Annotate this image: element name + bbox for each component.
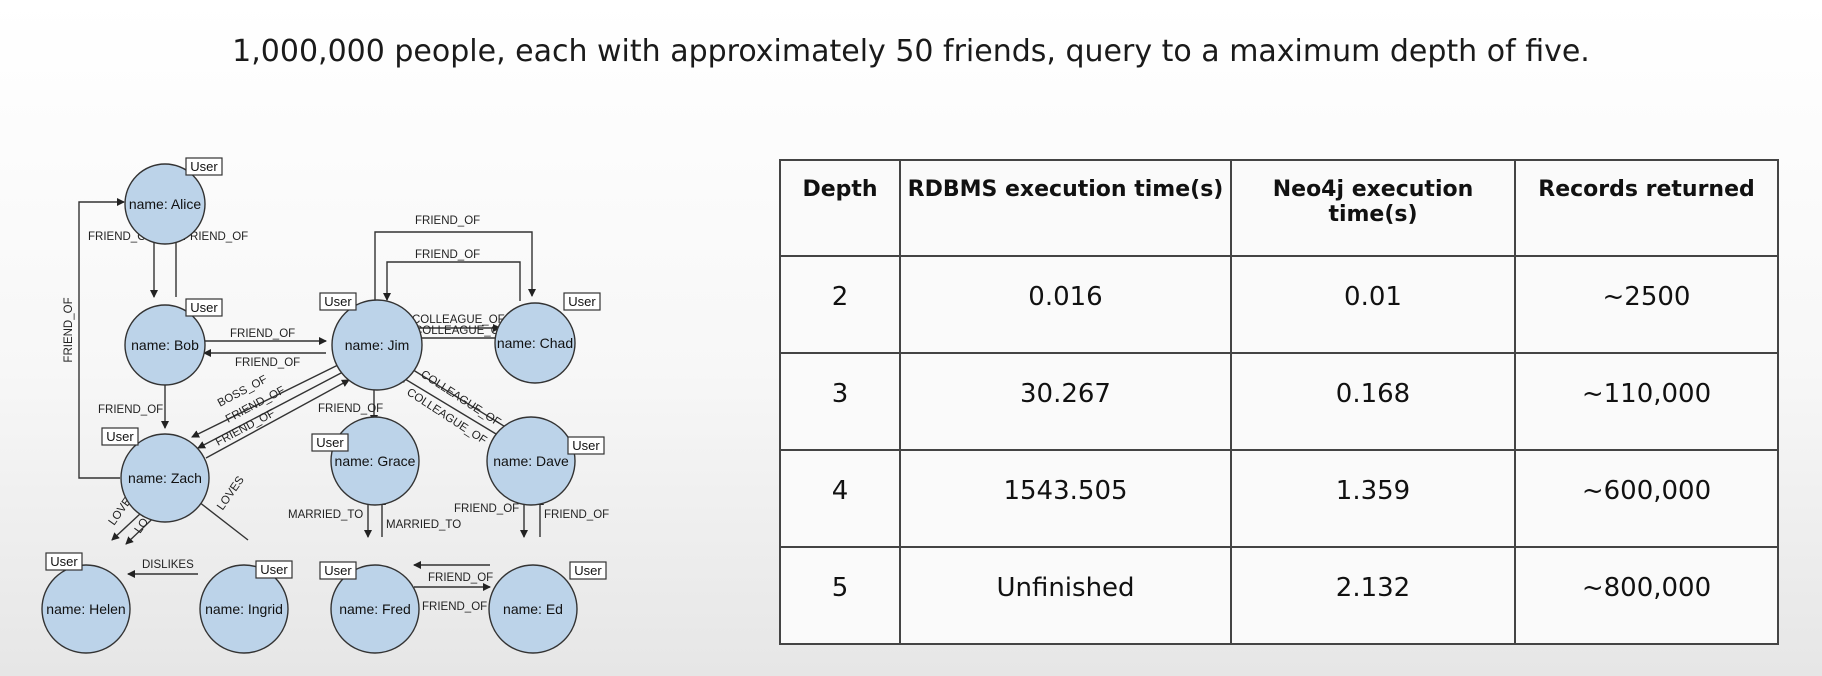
node-chad-label: name: Chad xyxy=(497,335,573,351)
label-zach-alice: FRIEND_OF xyxy=(63,297,75,362)
edge-zach-alice xyxy=(78,198,125,479)
label-grace-fred: MARRIED_TO xyxy=(288,509,363,521)
label-ingrid-zach: LOVES xyxy=(215,474,247,513)
label-fred-ed: FRIEND_OF xyxy=(422,601,487,613)
label-ed-fred: FRIEND_OF xyxy=(428,572,493,584)
cell-records: ~2500 xyxy=(1514,255,1779,354)
node-zach-tag: User xyxy=(106,429,134,444)
node-ingrid: name: Ingrid User xyxy=(199,560,293,654)
node-bob-label: name: Bob xyxy=(131,337,199,353)
label-jim-chad-colleague: COLLEAGUE_OF xyxy=(412,314,505,326)
edge-jim-dave xyxy=(409,367,513,432)
node-ingrid-tag: User xyxy=(260,562,288,577)
header-records: Records returned xyxy=(1514,159,1779,257)
label-ed-dave: FRIEND_OF xyxy=(544,509,609,521)
node-dave: name: Dave User xyxy=(486,416,605,506)
cell-records: ~600,000 xyxy=(1514,449,1779,548)
label-jim-grace: FRIEND_OF xyxy=(318,403,383,415)
cell-neo4j: 0.01 xyxy=(1230,255,1516,354)
node-bob-tag: User xyxy=(190,300,218,315)
node-dave-tag: User xyxy=(572,438,600,453)
header-neo4j-time: Neo4j execution time(s) xyxy=(1230,159,1516,257)
node-bob: name: Bob User xyxy=(124,298,223,386)
edge-jim-chad-loop xyxy=(374,231,536,304)
node-chad: name: Chad User xyxy=(494,292,601,384)
label-dave-ed: FRIEND_OF xyxy=(454,503,519,515)
cell-rdbms: 0.016 xyxy=(899,255,1232,354)
table-row: 3 30.267 0.168 ~110,000 xyxy=(779,352,1779,451)
cell-depth: 5 xyxy=(779,546,901,645)
table-row: 5 Unfinished 2.132 ~800,000 xyxy=(779,546,1779,645)
node-grace-tag: User xyxy=(316,435,344,450)
cell-depth: 2 xyxy=(779,255,901,354)
node-ed-label: name: Ed xyxy=(503,601,563,617)
node-jim-label: name: Jim xyxy=(345,337,410,353)
slide-headline: 1,000,000 people, each with approximatel… xyxy=(232,34,1590,69)
node-helen-label: name: Helen xyxy=(46,601,125,617)
node-alice: name: Alice User xyxy=(124,157,223,245)
label-bob-jim: FRIEND_OF xyxy=(230,328,295,340)
node-helen: name: Helen User xyxy=(41,552,131,654)
performance-table: Depth RDBMS execution time(s) Neo4j exec… xyxy=(779,159,1779,645)
label-bob-alice: FRIEND_OF xyxy=(183,231,248,243)
label-chad-jim-colleague: COLLEAGUE_OF xyxy=(414,325,507,337)
header-depth: Depth xyxy=(779,159,901,257)
edge-jim-zach-2 xyxy=(197,371,344,449)
node-ed-tag: User xyxy=(574,563,602,578)
node-jim: name: Jim User xyxy=(319,292,423,391)
cell-depth: 4 xyxy=(779,449,901,548)
edge-chad-jim-loop xyxy=(383,261,521,301)
cell-neo4j: 0.168 xyxy=(1230,352,1516,451)
node-alice-label: name: Alice xyxy=(129,196,202,212)
node-alice-tag: User xyxy=(190,159,218,174)
node-dave-label: name: Dave xyxy=(493,453,569,469)
cell-rdbms: 1543.505 xyxy=(899,449,1232,548)
node-helen-tag: User xyxy=(50,554,78,569)
cell-records: ~800,000 xyxy=(1514,546,1779,645)
cell-rdbms: 30.267 xyxy=(899,352,1232,451)
table-row: 2 0.016 0.01 ~2500 xyxy=(779,255,1779,354)
header-rdbms-time: RDBMS execution time(s) xyxy=(899,159,1232,257)
node-fred-label: name: Fred xyxy=(339,601,411,617)
label-bob-zach: FRIEND_OF xyxy=(98,404,163,416)
performance-table-container: Depth RDBMS execution time(s) Neo4j exec… xyxy=(779,159,1779,645)
node-fred-tag: User xyxy=(324,563,352,578)
node-ingrid-label: name: Ingrid xyxy=(205,601,283,617)
node-zach: name: Zach User xyxy=(101,427,210,523)
table-header-row: Depth RDBMS execution time(s) Neo4j exec… xyxy=(779,159,1779,257)
label-ingrid-helen: DISLIKES xyxy=(142,559,194,571)
cell-neo4j: 1.359 xyxy=(1230,449,1516,548)
cell-records: ~110,000 xyxy=(1514,352,1779,451)
cell-depth: 3 xyxy=(779,352,901,451)
label-chad-jim-loop: FRIEND_OF xyxy=(415,249,480,261)
label-jim-bob: FRIEND_OF xyxy=(235,357,300,369)
edge-dave-jim xyxy=(399,375,507,441)
node-fred: name: Fred User xyxy=(319,561,420,654)
cell-neo4j: 2.132 xyxy=(1230,546,1516,645)
node-zach-label: name: Zach xyxy=(128,470,202,486)
label-jim-chad-loop: FRIEND_OF xyxy=(415,215,480,227)
label-alice-bob: FRIEND_OF xyxy=(88,231,153,243)
cell-rdbms: Unfinished xyxy=(899,546,1232,645)
edge-jim-zach-1 xyxy=(191,364,339,438)
node-grace-label: name: Grace xyxy=(335,453,416,469)
table-row: 4 1543.505 1.359 ~600,000 xyxy=(779,449,1779,548)
node-ed: name: Ed User xyxy=(488,561,607,654)
label-fred-grace: MARRIED_TO xyxy=(386,519,461,531)
edge-zach-jim xyxy=(205,379,350,459)
node-grace: name: Grace User xyxy=(311,416,420,506)
social-graph-diagram: FRIEND_OF FRIEND_OF FRIEND_OF FRIEND_OF … xyxy=(41,157,609,654)
node-chad-tag: User xyxy=(568,294,596,309)
node-jim-tag: User xyxy=(324,294,352,309)
